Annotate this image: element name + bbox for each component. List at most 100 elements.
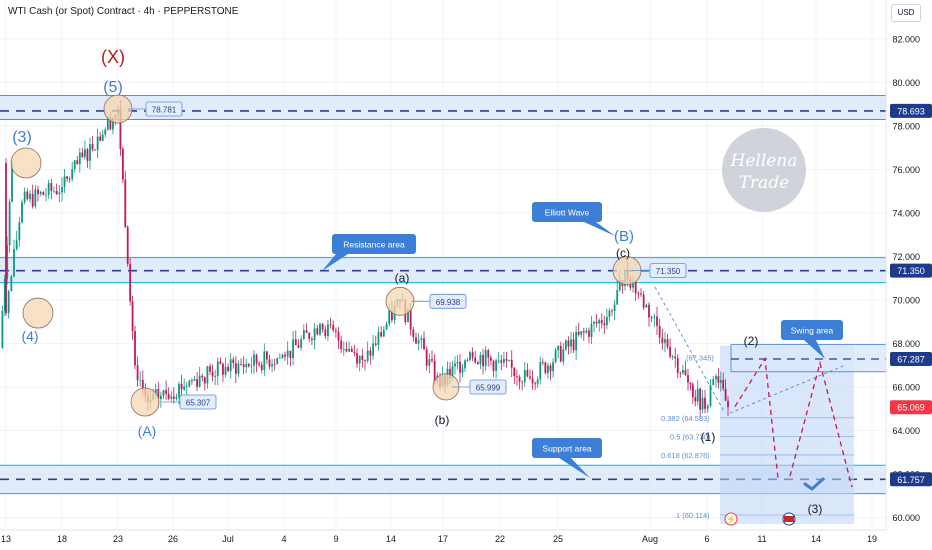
price-label-text: 69.938 [436, 298, 461, 307]
candle-body [26, 191, 29, 200]
currency-button[interactable]: USD [891, 4, 921, 22]
candle-body [289, 350, 292, 359]
candle-body [516, 376, 518, 377]
candle-body [209, 366, 211, 372]
candle-body [58, 192, 61, 195]
watermark-line-1: Hellena [730, 151, 798, 171]
candle-body [577, 331, 580, 335]
candle-body [308, 332, 311, 339]
candle-body [466, 359, 469, 361]
candle-body [141, 379, 144, 389]
candle-body [229, 359, 232, 371]
candle-body [534, 383, 537, 385]
candle-body [47, 183, 50, 195]
wave-label: (1) [701, 430, 716, 444]
x-tick-label: 14 [811, 534, 821, 544]
candle-body [227, 366, 230, 371]
wave-label: (2) [744, 334, 759, 348]
candle-body [39, 192, 42, 195]
callout-box [532, 202, 602, 222]
candle-body [541, 362, 544, 363]
candle-body [313, 328, 316, 341]
candle-body [45, 194, 47, 196]
x-tick-label: 23 [113, 534, 123, 544]
candle-body [237, 363, 240, 374]
candle-body [324, 329, 327, 337]
candle-body [131, 301, 134, 332]
price-tag-text: 67.287 [897, 355, 925, 365]
candle-body [302, 330, 305, 339]
fib-level-text: 0.382 (64.583) [661, 414, 710, 423]
candle-body [474, 357, 477, 363]
candle-body [503, 358, 505, 363]
candle-body [420, 338, 423, 341]
candle-body [188, 380, 191, 387]
candle-body [61, 186, 63, 193]
fib-level-text: 1 (60.114) [676, 511, 710, 520]
candle-body [412, 329, 415, 338]
candle-body [500, 360, 503, 363]
candle-body [567, 340, 570, 347]
candle-body [456, 361, 459, 364]
candle-body [353, 352, 356, 354]
x-tick-label: 4 [281, 534, 286, 544]
candle-body [526, 369, 529, 377]
candle-body [121, 148, 124, 180]
candle-body [247, 363, 250, 367]
candle-body [536, 379, 539, 384]
callout-text: Elliott Wave [545, 208, 590, 218]
x-tick-label: 6 [704, 534, 709, 544]
x-tick-label: 26 [168, 534, 178, 544]
candle-body [193, 379, 196, 381]
candle-body [18, 222, 21, 241]
candle-body [15, 240, 18, 249]
candle-body [618, 280, 621, 291]
candle-body [719, 380, 722, 383]
callout-box [532, 438, 602, 458]
price-label-box [469, 379, 507, 395]
callout-pointer [322, 254, 348, 271]
candle-body [588, 330, 590, 337]
candle-body [154, 388, 157, 394]
candle-body [219, 361, 222, 364]
candle-body [23, 191, 26, 203]
us-flag-stripes [784, 516, 794, 522]
candle-body [687, 375, 689, 383]
price-label-text: 65.307 [186, 399, 211, 408]
candle-body [640, 293, 642, 295]
candle-body [124, 179, 127, 228]
candle-body [544, 362, 547, 374]
price-tag-text: 71.350 [897, 266, 925, 276]
candle-body [632, 282, 634, 288]
candle-body [616, 290, 619, 305]
candle-body [634, 282, 637, 294]
candle-body [529, 376, 531, 379]
candle-body [691, 384, 694, 398]
candle-body [172, 396, 175, 399]
candle-body [3, 278, 6, 312]
candle-body [518, 376, 521, 382]
candle-body [106, 117, 109, 130]
candle-body [8, 201, 11, 246]
candle-body [198, 375, 201, 387]
candle-body [409, 308, 412, 330]
candle-body [327, 324, 329, 337]
swing-area-box [730, 344, 887, 373]
projection-path-1 [734, 356, 779, 479]
callout-text: Support area [542, 444, 591, 454]
candle-body [216, 361, 219, 377]
candle-body [136, 365, 139, 381]
candle-body [598, 320, 601, 324]
wave-label: (5) [103, 79, 123, 96]
candle-body [263, 351, 266, 371]
candle-body [191, 380, 193, 382]
candle-body [297, 345, 300, 348]
candle-body [593, 321, 595, 324]
x-tick-label: 18 [57, 534, 67, 544]
candle-body [495, 360, 497, 371]
candle-body [185, 386, 188, 387]
chart-title: WTI Cash (or Spot) Contract · 4h · PEPPE… [8, 6, 239, 17]
candle-body [258, 363, 261, 365]
candle-body [523, 369, 526, 383]
